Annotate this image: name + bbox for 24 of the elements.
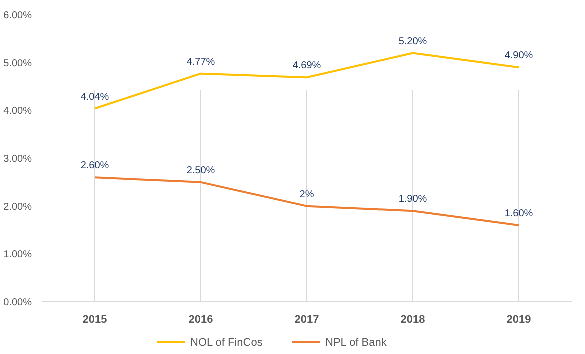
data-label: 5.20% (398, 36, 428, 48)
y-tick-label: 3.00% (4, 154, 32, 165)
y-tick-label: 4.00% (4, 106, 32, 118)
data-label: 4.69% (292, 60, 322, 72)
data-label: 4.77% (186, 56, 216, 68)
x-tick-label: 2016 (188, 314, 214, 326)
data-label: 2.60% (80, 160, 110, 172)
legend-label: NOL of FinCos (190, 337, 264, 349)
data-label: 1.60% (504, 208, 534, 220)
data-label: 1.90% (398, 194, 428, 206)
x-tick-label: 2019 (506, 314, 532, 326)
data-label: 2.50% (186, 165, 216, 176)
x-tick-label: 2015 (82, 314, 108, 326)
legend-label: NPL of Bank (326, 337, 388, 349)
data-label: 2% (300, 189, 314, 200)
data-label: 4.04% (80, 92, 110, 103)
data-label: 4.90% (504, 50, 534, 62)
y-tick-label: 5.00% (4, 58, 32, 70)
y-tick-label: 6.00% (4, 10, 32, 22)
x-tick-label: 2017 (294, 314, 320, 326)
y-tick-label: 2.00% (4, 202, 32, 213)
y-tick-label: 0.00% (4, 298, 32, 308)
x-tick-label: 2018 (400, 314, 426, 326)
y-tick-label: 1.00% (4, 250, 32, 261)
